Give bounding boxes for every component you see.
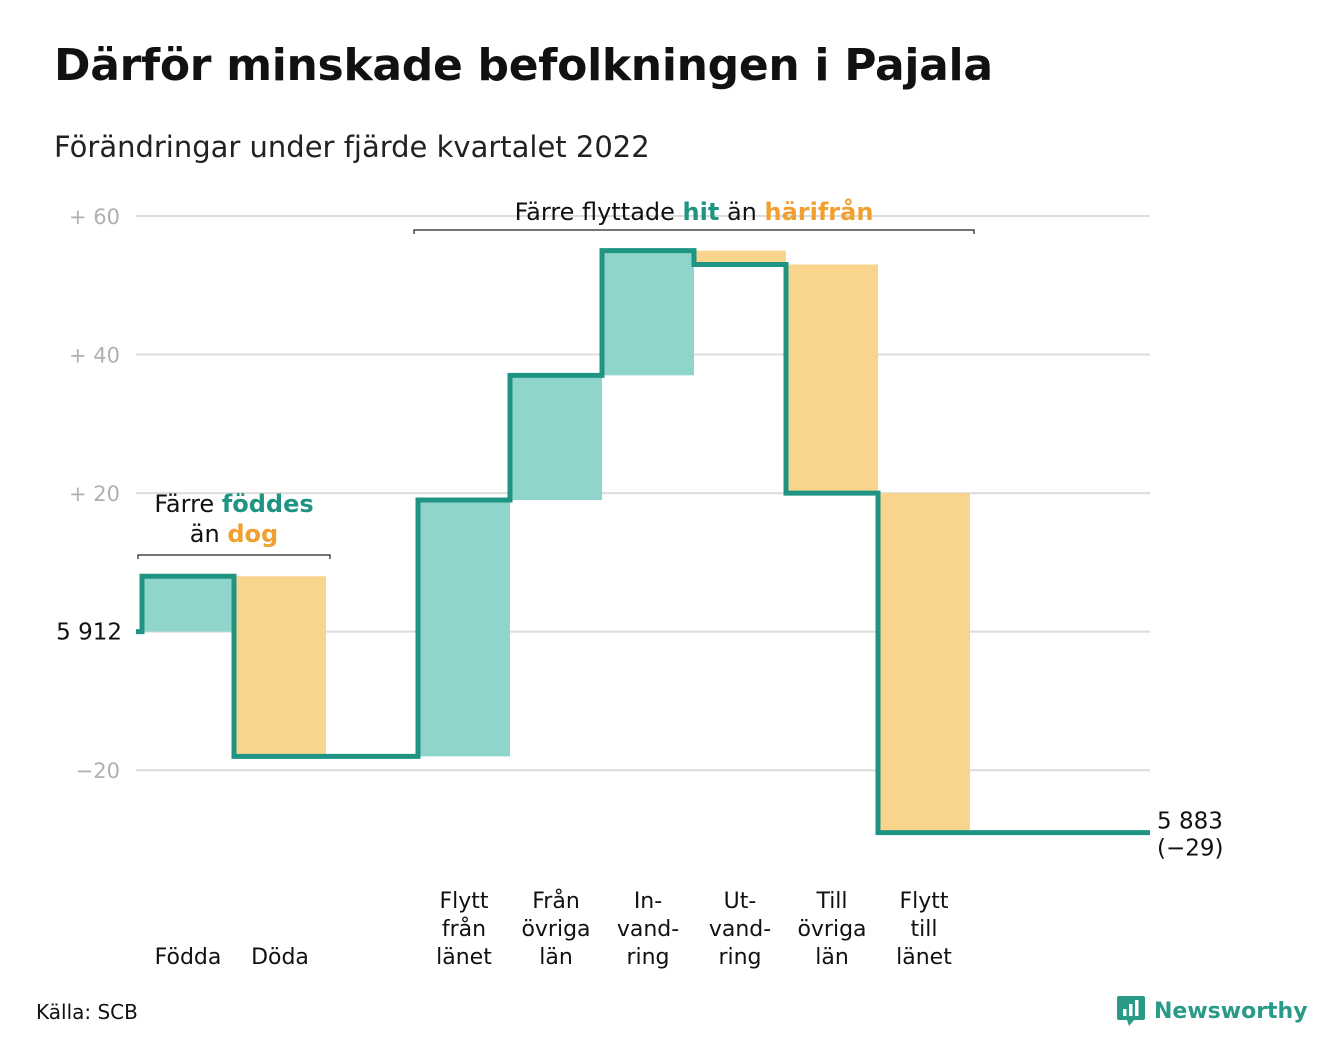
- chat-chart-icon: [1117, 996, 1145, 1026]
- category-label: Till övriga län: [797, 889, 866, 970]
- bar-increase: [512, 375, 602, 501]
- annotation-text-migration: Färre flyttade hit än härifrån: [515, 197, 874, 226]
- y-tick-label: + 40: [69, 344, 120, 368]
- annotation-bracket: [137, 554, 331, 559]
- bar-increase: [144, 576, 234, 632]
- category-label: Födda: [155, 945, 222, 970]
- chart-subtitle: Förändringar under fjärde kvartalet 2022: [54, 130, 650, 164]
- brand-name: Newsworthy: [1154, 998, 1308, 1024]
- waterfall-chart: + 60 + 40 + 20 −20 Födda Döda Flytt från länet Fr…: [56, 197, 1223, 970]
- category-label: Flytt från länet: [436, 889, 492, 970]
- annotation-text-births: Färre föddes: [154, 490, 313, 518]
- end-value-label: 5 883: [1157, 809, 1223, 835]
- bar-increase: [604, 250, 694, 376]
- bar-decrease: [880, 493, 970, 833]
- end-value-label: (−29): [1157, 836, 1223, 862]
- brand-logo: Newsworthy: [1116, 994, 1308, 1028]
- y-tick-label: + 20: [69, 482, 120, 506]
- bar-decrease: [788, 264, 878, 494]
- bar-decrease: [696, 250, 786, 265]
- y-tick-label: + 60: [69, 205, 120, 229]
- bar-increase: [420, 500, 510, 757]
- chart-title: Därför minskade befolkningen i Pajala: [54, 40, 993, 91]
- bar-decrease: [236, 576, 326, 757]
- annotation-bracket: [413, 229, 975, 234]
- y-tick-label: −20: [76, 759, 120, 783]
- category-label: In-vand-ring: [617, 889, 679, 970]
- annotation-text-births: än dog: [190, 520, 278, 548]
- category-label: Från övriga län: [521, 888, 590, 970]
- category-label: Döda: [251, 945, 309, 970]
- category-label: Ut-vand-ring: [709, 889, 771, 970]
- start-value-label: 5 912: [56, 620, 122, 646]
- source-note: Källa: SCB: [36, 1000, 138, 1024]
- category-label: Flytt till länet: [896, 889, 952, 970]
- cumulative-line: [136, 248, 1150, 836]
